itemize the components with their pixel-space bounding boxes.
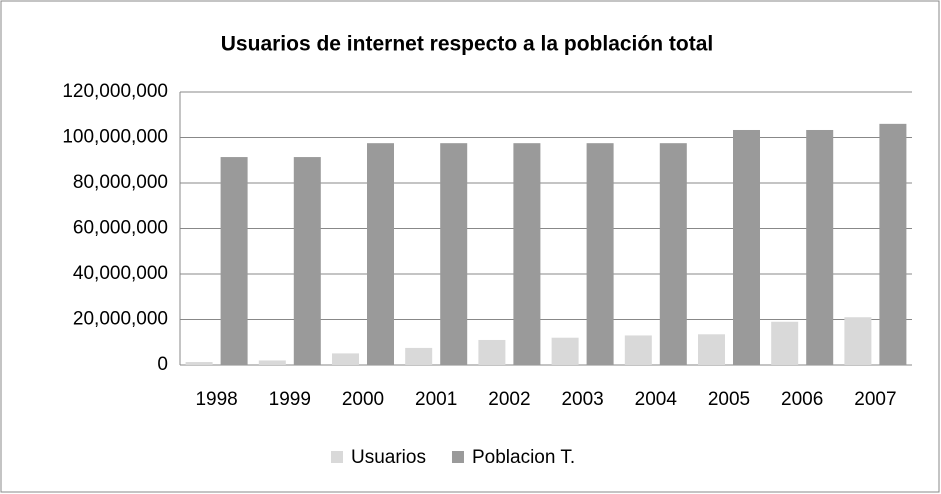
x-tick-label: 2004 [635, 389, 678, 410]
x-tick-label: 2006 [781, 389, 823, 410]
bar [698, 334, 725, 365]
y-tick-label: 60,000,000 [73, 218, 168, 239]
bar [332, 353, 359, 365]
bar [806, 129, 834, 365]
bar [624, 335, 652, 365]
bar [367, 143, 394, 365]
y-tick-label: 100,000,000 [62, 127, 168, 148]
y-tick-label: 20,000,000 [73, 309, 168, 330]
bar [405, 347, 433, 365]
bar [586, 143, 614, 365]
x-tick-label: 2007 [854, 389, 896, 410]
legend-label: Usuarios [351, 447, 426, 468]
x-tick-label: 2003 [561, 389, 603, 410]
bar [478, 339, 506, 365]
x-tick-label: 1998 [195, 389, 237, 410]
y-tick-label: 120,000,000 [62, 81, 168, 102]
bar [879, 123, 907, 365]
x-tick-label: 1999 [269, 389, 311, 410]
bar [513, 143, 541, 365]
bar [293, 157, 321, 365]
chart-title: Usuarios de internet respecto a la pobla… [221, 33, 713, 56]
y-tick-label: 40,000,000 [73, 263, 168, 284]
bar [185, 362, 213, 365]
legend-swatch [451, 451, 464, 463]
bar [844, 317, 872, 365]
legend-swatch [331, 451, 343, 463]
bar [440, 143, 468, 365]
x-tick-label: 2005 [708, 389, 750, 410]
bar [733, 129, 760, 365]
bar [551, 337, 579, 365]
bar [771, 321, 799, 365]
x-tick-label: 2000 [342, 389, 384, 410]
x-tick-label: 2001 [415, 389, 457, 410]
legend-label: Poblacion T. [472, 447, 575, 468]
bar [258, 360, 286, 365]
x-tick-label: 2002 [488, 389, 530, 410]
bar [220, 157, 248, 365]
bar [659, 143, 687, 365]
y-tick-label: 80,000,000 [73, 172, 168, 193]
y-tick-label: 0 [157, 354, 168, 375]
